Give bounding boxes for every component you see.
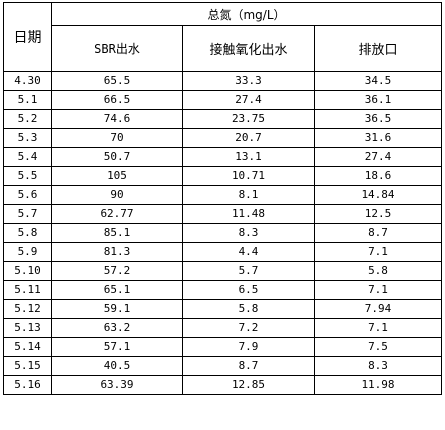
cell-discharge-outlet: 34.5	[313, 71, 443, 91]
cell-contact-oxidation-effluent: 4.4	[182, 242, 315, 262]
table-row: 5.12 59.1 5.8 7.94	[3, 299, 443, 319]
table-row: 5.6 90 8.1 14.84	[3, 185, 443, 205]
cell-contact-oxidation-effluent: 12.85	[182, 375, 315, 395]
cell-date: 5.6	[3, 185, 52, 205]
header-date: 日期	[3, 2, 52, 72]
cell-discharge-outlet: 7.5	[313, 337, 443, 357]
cell-sbr-effluent: 81.3	[51, 242, 183, 262]
table-row: 5.4 50.7 13.1 27.4	[3, 147, 443, 167]
cell-sbr-effluent: 105	[51, 166, 183, 186]
cell-contact-oxidation-effluent: 5.8	[182, 299, 315, 319]
cell-date: 5.11	[3, 280, 52, 300]
cell-contact-oxidation-effluent: 11.48	[182, 204, 315, 224]
cell-date: 5.13	[3, 318, 52, 338]
cell-contact-oxidation-effluent: 13.1	[182, 147, 315, 167]
cell-contact-oxidation-effluent: 5.7	[182, 261, 315, 281]
total-nitrogen-table: 日期 总氮（mg/L） SBR出水 接触氧化出水 排放口 4.30 65.5 33.…	[3, 2, 443, 395]
cell-date: 5.9	[3, 242, 52, 262]
cell-sbr-effluent: 59.1	[51, 299, 183, 319]
cell-discharge-outlet: 7.1	[313, 318, 443, 338]
table-row: 5.13 63.2 7.2 7.1	[3, 318, 443, 338]
cell-discharge-outlet: 14.84	[313, 185, 443, 205]
cell-contact-oxidation-effluent: 27.4	[182, 90, 315, 110]
cell-date: 5.3	[3, 128, 52, 148]
cell-contact-oxidation-effluent: 10.71	[182, 166, 315, 186]
cell-date: 5.2	[3, 109, 52, 129]
cell-date: 5.4	[3, 147, 52, 167]
cell-date: 5.12	[3, 299, 52, 319]
cell-sbr-effluent: 40.5	[51, 356, 183, 376]
cell-contact-oxidation-effluent: 8.7	[182, 356, 315, 376]
header-contact-oxidation-effluent: 接触氧化出水	[182, 25, 315, 72]
cell-contact-oxidation-effluent: 8.3	[182, 223, 315, 243]
header-sbr-effluent: SBR出水	[51, 25, 183, 72]
cell-sbr-effluent: 65.5	[51, 71, 183, 91]
cell-sbr-effluent: 63.39	[51, 375, 183, 395]
table-body: 4.30 65.5 33.3 34.5 5.1 66.5 27.4 36.1 5.2 74.6 23…	[3, 71, 443, 395]
cell-date: 5.16	[3, 375, 52, 395]
cell-sbr-effluent: 65.1	[51, 280, 183, 300]
table-row: 5.16 63.39 12.85 11.98	[3, 375, 443, 395]
table-row: 5.7 62.77 11.48 12.5	[3, 204, 443, 224]
table-row: 5.8 85.1 8.3 8.7	[3, 223, 443, 243]
cell-date: 5.5	[3, 166, 52, 186]
cell-sbr-effluent: 62.77	[51, 204, 183, 224]
cell-contact-oxidation-effluent: 23.75	[182, 109, 315, 129]
cell-contact-oxidation-effluent: 7.2	[182, 318, 315, 338]
cell-contact-oxidation-effluent: 33.3	[182, 71, 315, 91]
cell-date: 5.14	[3, 337, 52, 357]
table-row: 5.15 40.5 8.7 8.3	[3, 356, 443, 376]
cell-discharge-outlet: 18.6	[313, 166, 443, 186]
cell-sbr-effluent: 63.2	[51, 318, 183, 338]
cell-sbr-effluent: 66.5	[51, 90, 183, 110]
table-row: 5.10 57.2 5.7 5.8	[3, 261, 443, 281]
cell-discharge-outlet: 7.1	[313, 242, 443, 262]
table-row: 5.9 81.3 4.4 7.1	[3, 242, 443, 262]
table-row: 5.14 57.1 7.9 7.5	[3, 337, 443, 357]
cell-discharge-outlet: 36.1	[313, 90, 443, 110]
cell-date: 5.7	[3, 204, 52, 224]
cell-discharge-outlet: 27.4	[313, 147, 443, 167]
cell-sbr-effluent: 50.7	[51, 147, 183, 167]
table-row: 5.11 65.1 6.5 7.1	[3, 280, 443, 300]
cell-contact-oxidation-effluent: 20.7	[182, 128, 315, 148]
cell-discharge-outlet: 5.8	[313, 261, 443, 281]
cell-date: 4.30	[3, 71, 52, 91]
header-row-top: 日期 总氮（mg/L）	[3, 2, 443, 72]
table-row: 4.30 65.5 33.3 34.5	[3, 71, 443, 91]
cell-sbr-effluent: 85.1	[51, 223, 183, 243]
cell-contact-oxidation-effluent: 6.5	[182, 280, 315, 300]
cell-contact-oxidation-effluent: 8.1	[182, 185, 315, 205]
table-row: 5.1 66.5 27.4 36.1	[3, 90, 443, 110]
cell-date: 5.10	[3, 261, 52, 281]
cell-date: 5.1	[3, 90, 52, 110]
header-discharge-outlet: 排放口	[313, 25, 443, 72]
cell-contact-oxidation-effluent: 7.9	[182, 337, 315, 357]
cell-sbr-effluent: 57.2	[51, 261, 183, 281]
cell-discharge-outlet: 11.98	[313, 375, 443, 395]
table-row: 5.5 105 10.71 18.6	[3, 166, 443, 186]
header-row-columns: SBR出水 接触氧化出水 排放口	[4, 25, 443, 72]
header-total-nitrogen: 总氮（mg/L）	[50, 2, 443, 26]
table-row: 5.3 70 20.7 31.6	[3, 128, 443, 148]
cell-discharge-outlet: 7.1	[313, 280, 443, 300]
cell-discharge-outlet: 7.94	[313, 299, 443, 319]
cell-date: 5.15	[3, 356, 52, 376]
cell-discharge-outlet: 12.5	[313, 204, 443, 224]
cell-discharge-outlet: 8.7	[313, 223, 443, 243]
table-row: 5.2 74.6 23.75 36.5	[3, 109, 443, 129]
cell-sbr-effluent: 57.1	[51, 337, 183, 357]
cell-discharge-outlet: 8.3	[313, 356, 443, 376]
cell-sbr-effluent: 90	[51, 185, 183, 205]
cell-discharge-outlet: 31.6	[313, 128, 443, 148]
cell-discharge-outlet: 36.5	[313, 109, 443, 129]
cell-sbr-effluent: 70	[51, 128, 183, 148]
cell-date: 5.8	[3, 223, 52, 243]
cell-sbr-effluent: 74.6	[51, 109, 183, 129]
